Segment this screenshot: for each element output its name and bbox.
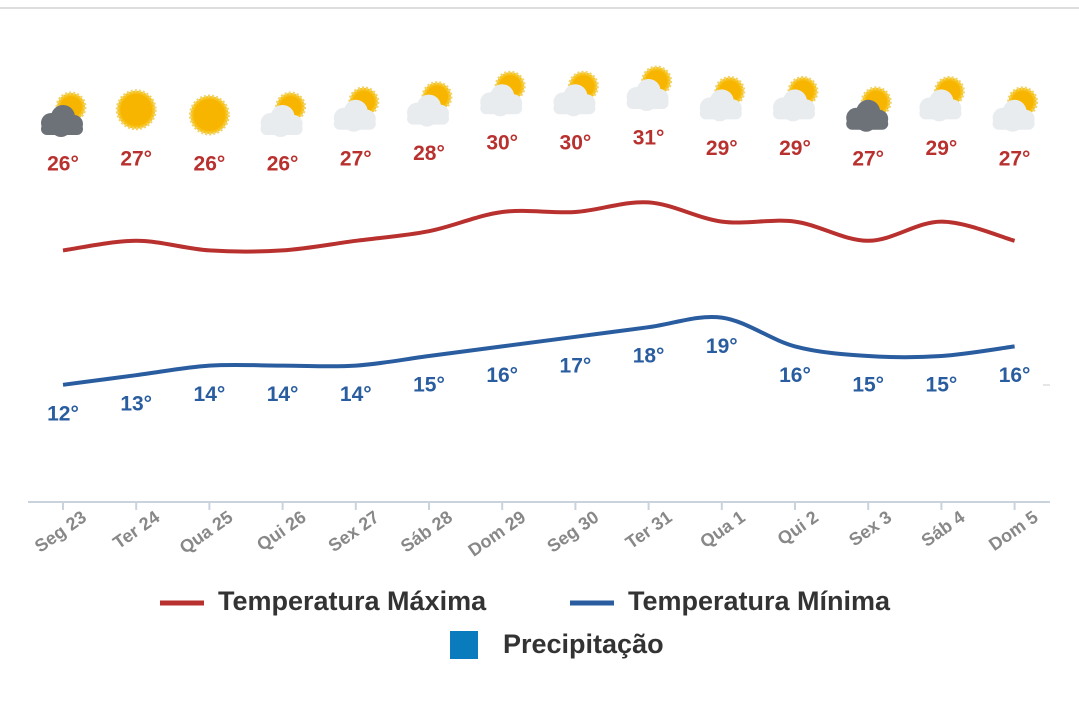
value-label: 15°	[413, 374, 445, 397]
icon-part	[553, 102, 596, 115]
x-tick-label: Qua 1	[696, 507, 748, 552]
weather-icon	[260, 91, 307, 137]
weather-icon	[919, 75, 965, 122]
value-label: 31°	[633, 127, 665, 150]
value-label: 15°	[852, 374, 884, 397]
icon-part	[846, 117, 889, 130]
icon-part	[992, 117, 1035, 130]
legend-label: Precipitação	[503, 629, 664, 659]
value-label: 14°	[340, 383, 372, 406]
icon-part	[773, 107, 815, 120]
value-label: 27°	[340, 147, 372, 170]
value-label: 27°	[120, 147, 152, 170]
legend-label: Temperatura Mínima	[628, 586, 891, 616]
weather-icon	[626, 65, 673, 111]
x-tick-label: Sex 27	[325, 507, 383, 556]
value-label: 19°	[706, 335, 738, 358]
x-tick-label: Seg 30	[543, 507, 602, 557]
value-label: 13°	[120, 393, 152, 416]
icon-part	[626, 97, 669, 109]
value-label: 27°	[999, 147, 1031, 170]
icon-part	[260, 123, 303, 135]
x-tick-label: Sex 3	[845, 507, 895, 550]
weather-icon	[188, 94, 230, 136]
value-label: 15°	[926, 374, 958, 397]
x-tick-label: Qui 2	[774, 507, 822, 549]
value-label: 29°	[779, 137, 811, 160]
value-label: 14°	[267, 383, 299, 406]
value-label: 27°	[852, 147, 884, 170]
line	[62, 200, 1016, 254]
value-label: 16°	[779, 364, 811, 387]
icon-part	[480, 102, 523, 115]
value-label: 29°	[706, 137, 738, 160]
icon-part	[699, 107, 742, 120]
value-label: 12°	[47, 402, 79, 425]
value-label: 14°	[194, 383, 226, 406]
icon-part	[120, 93, 153, 126]
value-label: 26°	[47, 153, 79, 176]
icon-part	[919, 107, 962, 120]
weather-icon	[773, 75, 819, 122]
x-tick-label: Qua 25	[176, 507, 237, 558]
x-tick-label: Dom 29	[464, 507, 529, 561]
weather-icon	[115, 89, 157, 131]
value-label: 28°	[413, 142, 445, 165]
x-tick-label: Ter 31	[622, 507, 676, 553]
value-label: 30°	[560, 132, 592, 155]
weather-icon	[553, 70, 599, 117]
value-label: 18°	[633, 345, 665, 368]
x-tick-label: Dom 5	[985, 507, 1042, 555]
weather-icon	[41, 91, 87, 137]
value-label: 17°	[560, 354, 592, 377]
weather-icon	[992, 86, 1039, 132]
x-tick-label: Seg 23	[31, 507, 90, 557]
legend-label: Temperatura Máxima	[218, 586, 487, 616]
value-label: 26°	[194, 153, 226, 176]
value-label: 16°	[999, 364, 1031, 387]
weather-icon	[407, 81, 453, 127]
x-tick-label: Sáb 4	[918, 507, 969, 551]
value-label: 30°	[486, 132, 518, 155]
line	[62, 314, 1015, 387]
value-label: 16°	[486, 364, 518, 387]
icon-part	[193, 99, 226, 131]
icon-part	[407, 112, 449, 125]
x-tick-label: Ter 24	[109, 507, 163, 553]
weather-icon	[333, 86, 380, 132]
value-label: 29°	[926, 137, 958, 160]
icon-part	[41, 123, 83, 135]
x-tick-label: Sáb 28	[397, 507, 456, 557]
value-label: 26°	[267, 153, 299, 176]
weather-icon	[699, 75, 746, 122]
legend-swatch	[450, 631, 478, 659]
x-tick-label: Qui 26	[253, 507, 310, 555]
icon-part	[333, 117, 376, 130]
weather-icon	[480, 70, 526, 117]
weather-icon	[846, 86, 892, 132]
